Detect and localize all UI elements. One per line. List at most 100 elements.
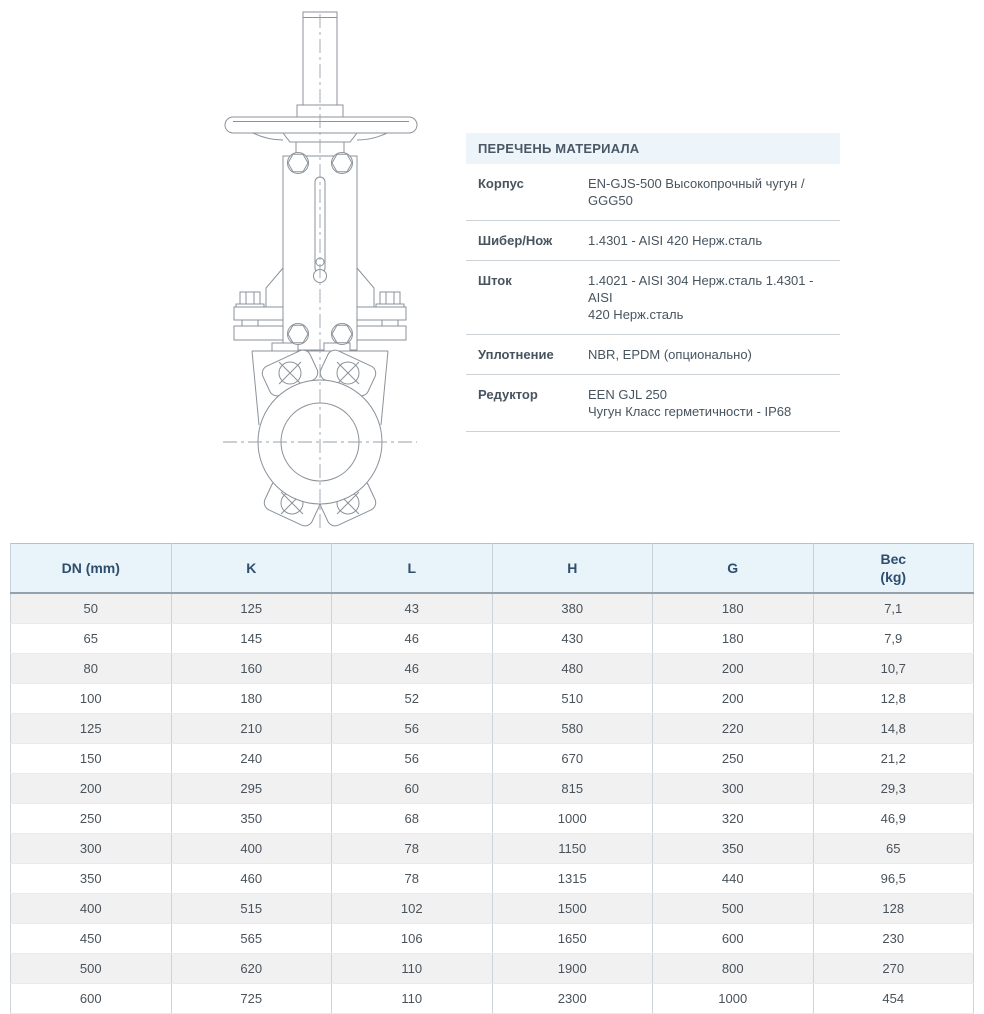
table-cell: 480 [491, 653, 653, 684]
table-row: 100 180 52 510 200 12,8 [10, 683, 974, 714]
table-row: 250 350 68 1000 320 46,9 [10, 803, 974, 834]
yoke-bottom-bolts [287, 323, 353, 345]
table-row: 150 240 56 670 250 21,2 [10, 743, 974, 774]
material-label: Шибер/Нож [478, 233, 553, 248]
table-cell: 1150 [491, 833, 653, 864]
table-cell: 50 [10, 593, 172, 624]
table-row: 65 145 46 430 180 7,9 [10, 623, 974, 654]
table-cell: 2300 [491, 983, 653, 1014]
column-header: Вес (kg) [812, 543, 974, 594]
column-header: G [652, 543, 814, 594]
materials-list-title: ПЕРЕЧЕНЬ МАТЕРИАЛА [466, 133, 840, 164]
table-cell: 295 [170, 773, 332, 804]
table-cell: 12,8 [812, 683, 974, 714]
table-cell: 10,7 [812, 653, 974, 684]
table-cell: 815 [491, 773, 653, 804]
column-header: K [170, 543, 332, 594]
material-row: Корпус EN-GJS-500 Высокопрочный чугун / G… [466, 164, 840, 221]
materials-rows: Корпус EN-GJS-500 Высокопрочный чугун / G… [466, 164, 840, 432]
material-label: Корпус [478, 176, 524, 191]
mounting-lug-upper-right [319, 349, 377, 397]
material-row: Уплотнение NBR, EPDM (опционально) [466, 335, 840, 375]
table-row: 200 295 60 815 300 29,3 [10, 773, 974, 804]
column-header: DN (mm) [10, 543, 172, 594]
table-cell: 200 [10, 773, 172, 804]
table-cell: 125 [10, 713, 172, 744]
table-row: 125 210 56 580 220 14,8 [10, 713, 974, 744]
handwheel [224, 116, 418, 134]
table-cell: 56 [331, 743, 493, 774]
table-cell: 29,3 [812, 773, 974, 804]
table-cell: 65 [10, 623, 172, 654]
material-label: Шток [478, 273, 512, 288]
table-cell: 110 [331, 983, 493, 1014]
table-cell: 300 [652, 773, 814, 804]
material-value: EEN GJL 250 Чугун Класс герметичности - I… [588, 387, 792, 419]
table-cell: 78 [331, 833, 493, 864]
table-cell: 515 [170, 893, 332, 924]
table-row: 300 400 78 1150 350 65 [10, 833, 974, 864]
knife-gate-valve-drawing [223, 11, 418, 528]
table-cell: 14,8 [812, 713, 974, 744]
table-cell: 200 [652, 653, 814, 684]
table-cell: 400 [10, 893, 172, 924]
table-cell: 320 [652, 803, 814, 834]
table-row: 450 565 106 1650 600 230 [10, 923, 974, 954]
gland-flange-right [355, 291, 407, 341]
material-row: Шибер/Нож 1.4301 - AISI 420 Нерж.сталь [466, 221, 840, 261]
table-cell: 1315 [491, 863, 653, 894]
table-cell: 240 [170, 743, 332, 774]
table-cell: 230 [812, 923, 974, 954]
table-cell: 250 [652, 743, 814, 774]
material-label: Уплотнение [478, 347, 554, 362]
table-cell: 600 [652, 923, 814, 954]
table-cell: 500 [652, 893, 814, 924]
table-cell: 1000 [491, 803, 653, 834]
table-row: 50 125 43 380 180 7,1 [10, 593, 974, 624]
yoke-top-bolts [287, 152, 353, 174]
table-cell: 46 [331, 653, 493, 684]
table-row: 400 515 102 1500 500 128 [10, 893, 974, 924]
material-label: Редуктор [478, 387, 538, 402]
table-cell: 580 [491, 713, 653, 744]
table-cell: 450 [10, 923, 172, 954]
table-row: 80 160 46 480 200 10,7 [10, 653, 974, 684]
table-cell: 180 [652, 623, 814, 654]
table-cell: 1650 [491, 923, 653, 954]
wheel-hub [281, 132, 359, 143]
table-cell: 460 [170, 863, 332, 894]
table-cell: 350 [652, 833, 814, 864]
table-cell: 725 [170, 983, 332, 1014]
table-cell: 56 [331, 713, 493, 744]
table-cell: 600 [10, 983, 172, 1014]
material-row: Редуктор EEN GJL 250 Чугун Класс герметичн… [466, 375, 840, 432]
material-row: Шток 1.4021 - AISI 304 Нерж.сталь 1.4301 … [466, 261, 840, 335]
table-cell: 300 [10, 833, 172, 864]
table-cell: 60 [331, 773, 493, 804]
material-value: 1.4301 - AISI 420 Нерж.сталь [588, 233, 763, 248]
table-cell: 46,9 [812, 803, 974, 834]
table-cell: 46 [331, 623, 493, 654]
table-cell: 160 [170, 653, 332, 684]
centerlines [223, 14, 417, 528]
material-value: EN-GJS-500 Высокопрочный чугун / GGG50 [588, 176, 805, 208]
table-cell: 102 [331, 893, 493, 924]
column-header: L [331, 543, 493, 594]
table-cell: 670 [491, 743, 653, 774]
table-cell: 1500 [491, 893, 653, 924]
table-cell: 110 [331, 953, 493, 984]
table-cell: 430 [491, 623, 653, 654]
table-cell: 250 [10, 803, 172, 834]
column-header: H [491, 543, 653, 594]
table-cell: 80 [10, 653, 172, 684]
table-cell: 145 [170, 623, 332, 654]
table-cell: 800 [652, 953, 814, 984]
table-cell: 210 [170, 713, 332, 744]
materials-list: ПЕРЕЧЕНЬ МАТЕРИАЛА Корпус EN-GJS-500 Высо… [466, 133, 840, 432]
table-cell: 500 [10, 953, 172, 984]
material-value: NBR, EPDM (опционально) [588, 347, 752, 362]
table-cell: 150 [10, 743, 172, 774]
table-cell: 125 [170, 593, 332, 624]
table-cell: 400 [170, 833, 332, 864]
table-cell: 454 [812, 983, 974, 1014]
